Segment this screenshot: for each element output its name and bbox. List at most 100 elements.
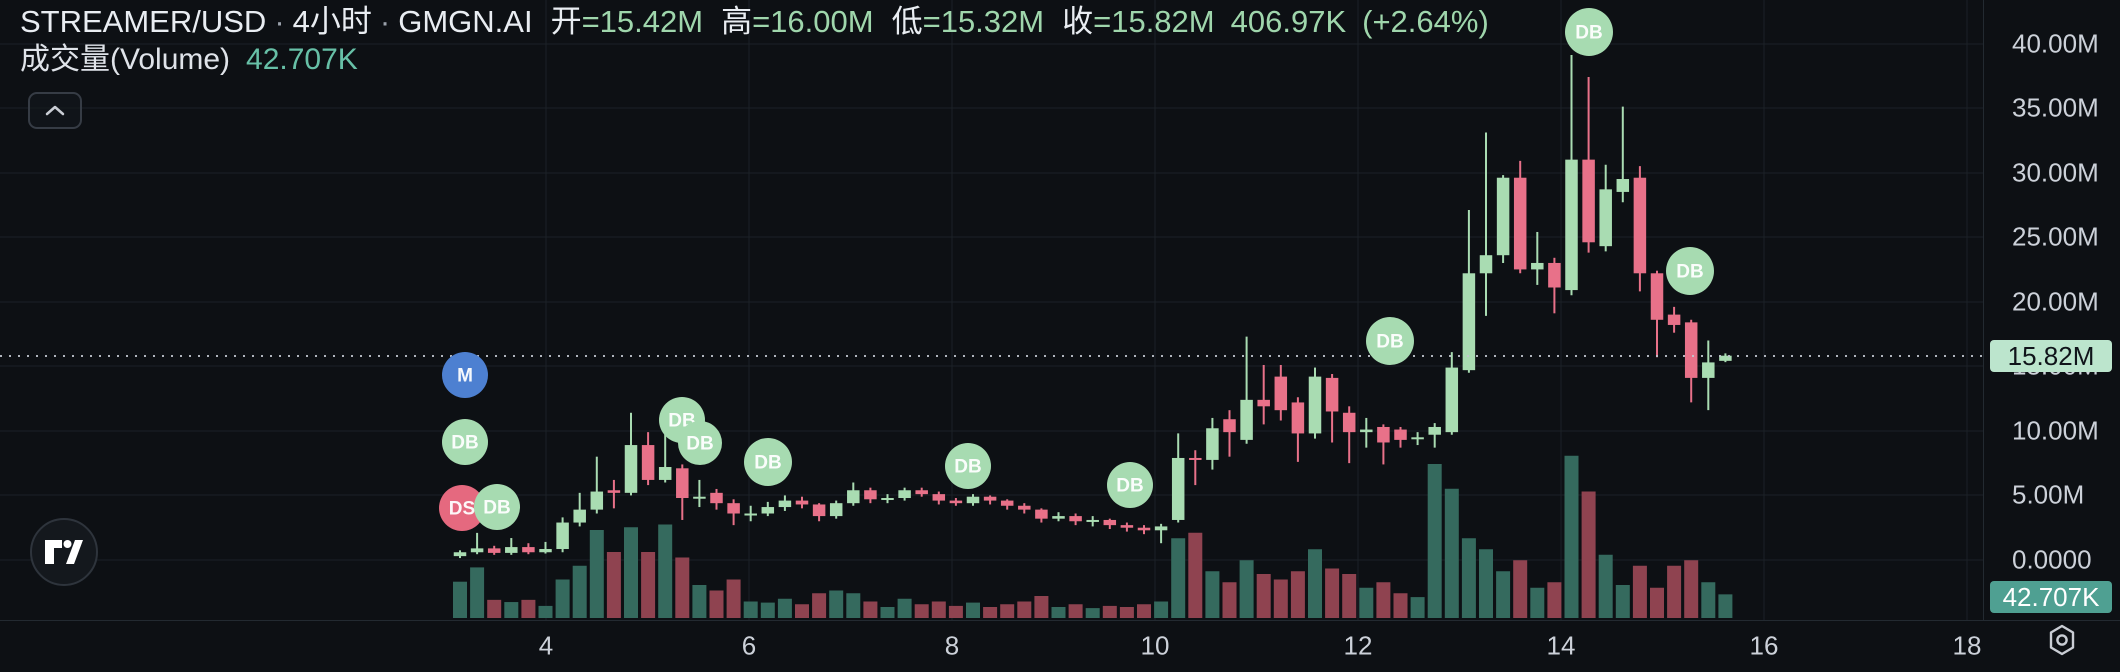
- volume-bar: [1154, 601, 1169, 618]
- volume-bar: [606, 552, 621, 618]
- candle-body: [1308, 376, 1322, 434]
- current-price-badge: 15.82M: [1990, 340, 2112, 372]
- volume-bar: [692, 585, 707, 618]
- trade-marker-bubble[interactable]: [1666, 247, 1714, 295]
- candle-body: [847, 490, 860, 504]
- candle-body: [1274, 376, 1288, 411]
- volume-bar: [1718, 594, 1733, 618]
- volume-indicator-label: 成交量(Volume): [20, 43, 231, 76]
- candle-body: [1240, 399, 1253, 440]
- candle-body: [1120, 525, 1134, 528]
- trade-marker-bubble[interactable]: [474, 484, 520, 530]
- collapse-panel-button[interactable]: [28, 92, 82, 129]
- candle-body: [795, 500, 809, 505]
- trade-marker-label: DB: [754, 453, 781, 474]
- candle-body: [710, 492, 723, 504]
- candle-body: [522, 547, 535, 553]
- candle-body: [1428, 426, 1441, 435]
- volume-bar: [1068, 604, 1083, 618]
- candle-body: [453, 552, 467, 557]
- candle-body: [1291, 402, 1305, 434]
- candle-body: [1052, 516, 1065, 519]
- volume-bar: [1461, 538, 1476, 618]
- candle-body: [966, 496, 980, 504]
- ohlc-item-label: 开: [550, 4, 582, 39]
- volume-bar: [1256, 574, 1271, 618]
- candle-body: [1069, 516, 1082, 522]
- price-tick-label: 0.0000: [2012, 544, 2092, 575]
- volume-bar: [624, 527, 638, 618]
- price-axis[interactable]: 40.00M35.00M30.00M25.00M20.00M15.00M10.0…: [1984, 0, 2120, 620]
- volume-bar: [1632, 565, 1647, 618]
- trade-marker-bubble[interactable]: [1565, 8, 1613, 56]
- candle-body: [1377, 426, 1390, 443]
- candle-body: [1035, 509, 1048, 519]
- volume-bar: [1547, 582, 1562, 618]
- trade-marker-bubble[interactable]: [442, 352, 488, 398]
- volume-bar: [641, 552, 656, 618]
- volume-bar: [1051, 607, 1066, 618]
- ohlc-item-label: 高: [721, 4, 753, 39]
- volume-bar: [846, 593, 861, 618]
- volume-bar: [504, 602, 519, 618]
- price-tick-label: 10.00M: [2012, 415, 2099, 446]
- trade-marker-bubble[interactable]: [442, 419, 488, 465]
- candle-body: [539, 549, 552, 553]
- volume-bar: [1188, 532, 1203, 618]
- time-tick-label: 10: [1140, 630, 1170, 661]
- candle-body: [932, 494, 946, 501]
- volume-bar: [1290, 571, 1305, 618]
- candle-body: [1582, 159, 1595, 243]
- volume-bar: [1000, 604, 1015, 618]
- volume-bar: [658, 524, 673, 618]
- volume-bar: [1205, 571, 1220, 618]
- price-tick-label: 40.00M: [2012, 28, 2099, 59]
- volume-bar: [1273, 579, 1288, 618]
- trade-marker-bubble[interactable]: [678, 421, 722, 465]
- title-separator: ·: [379, 4, 391, 39]
- candle-body: [1565, 159, 1578, 291]
- axis-settings-button[interactable]: [2046, 622, 2078, 658]
- volume-bar: [880, 607, 895, 618]
- volume-bar: [453, 581, 467, 618]
- time-tick-label: 16: [1749, 630, 1779, 661]
- trade-marker-bubble[interactable]: [1107, 462, 1153, 508]
- trade-marker-label: DB: [686, 434, 713, 455]
- volume-bar: [1701, 582, 1716, 618]
- trade-marker-bubble[interactable]: [744, 438, 792, 486]
- candle-body: [1684, 322, 1698, 378]
- volume-bar: [983, 607, 998, 618]
- candle-body: [1342, 412, 1356, 433]
- candle-body: [470, 548, 484, 553]
- candle-body: [1206, 428, 1219, 460]
- trade-marker-bubble[interactable]: [945, 443, 991, 489]
- volume-bar: [1581, 491, 1596, 618]
- volume-bar: [948, 605, 963, 618]
- volume-bar: [897, 598, 912, 618]
- candle-body: [556, 522, 569, 550]
- volume-bar: [1598, 554, 1613, 618]
- volume-bar: [1667, 565, 1682, 618]
- volume-bar: [487, 599, 502, 618]
- candle-body: [573, 509, 586, 523]
- candle-body: [658, 467, 672, 480]
- trade-marker-label: DB: [451, 433, 478, 454]
- candle-body: [983, 496, 997, 501]
- volume-24h-value: 406.97K: [1230, 4, 1347, 39]
- symbol-title: STREAMER/USD: [20, 4, 267, 39]
- volume-bar: [1359, 587, 1374, 618]
- volume-indicator-row: 成交量(Volume) 42.707K: [20, 42, 358, 78]
- volume-bar: [1564, 455, 1579, 618]
- last-volume-badge: 42.707K: [1990, 581, 2112, 613]
- trade-marker-bubble[interactable]: [1366, 317, 1414, 365]
- volume-bar: [1684, 560, 1699, 618]
- candle-body: [1360, 429, 1373, 433]
- time-axis[interactable]: 4 6 8 10 12 14 16 18: [0, 620, 2120, 672]
- trade-marker-label: DB: [1116, 476, 1143, 497]
- tradingview-logo[interactable]: [30, 518, 98, 586]
- volume-bar: [1102, 605, 1117, 618]
- trade-marker-bubble[interactable]: [439, 485, 485, 531]
- volume-bar: [1085, 608, 1100, 618]
- volume-bar: [777, 598, 792, 618]
